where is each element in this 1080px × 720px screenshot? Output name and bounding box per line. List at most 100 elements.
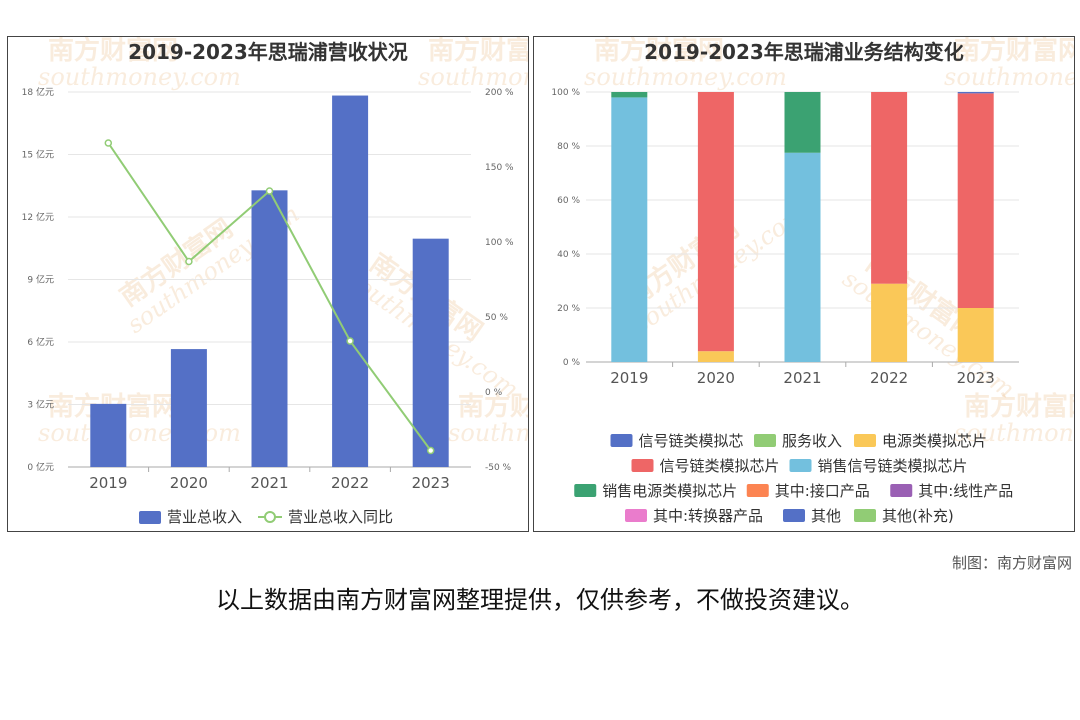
legend-swatch xyxy=(754,434,776,447)
y-right-tick-label: 200 % xyxy=(485,88,514,98)
disclaimer-text: 以上数据由南方财富网整理提供，仅供参考，不做投资建议。 xyxy=(216,586,864,614)
y-right-tick-label: 100 % xyxy=(485,238,514,248)
x-tick-label: 2021 xyxy=(783,369,821,387)
legend-label: 其中:接口产品 xyxy=(775,482,870,500)
watermark-en: southmoney.com xyxy=(954,419,1074,447)
watermark-cn: 南方财富网 xyxy=(428,37,528,66)
stacked-bar-segment xyxy=(957,308,994,362)
y-right-tick-label: 0 % xyxy=(485,388,503,398)
watermark-en: southmoney.com xyxy=(38,63,241,91)
y-tick-label: 40 % xyxy=(557,250,580,260)
legend-swatch xyxy=(746,484,769,497)
x-tick-label: 2020 xyxy=(170,474,208,492)
legend-label: 信号链类模拟芯 xyxy=(639,432,744,450)
legend-label: 信号链类模拟芯片 xyxy=(660,457,780,475)
y-tick-label: 20 % xyxy=(557,304,580,314)
point-revenue-yoy xyxy=(265,187,274,195)
bar-revenue xyxy=(251,190,288,468)
watermark-en: southmoney.com xyxy=(418,63,528,91)
chart-credit: 制图：南方财富网 xyxy=(951,554,1072,572)
watermark-en: southmoney.com xyxy=(584,63,787,91)
legend-label: 营业总收入 xyxy=(167,508,242,526)
watermark-cn: 南方财富网 xyxy=(964,391,1074,422)
y-right-tick-label: 50 % xyxy=(485,313,508,323)
legend-swatch xyxy=(625,509,647,522)
y-left-tick-label: 18 亿元 xyxy=(22,86,54,98)
y-tick-label: 60 % xyxy=(557,196,580,206)
y-left-tick-label: 0 亿元 xyxy=(27,461,54,473)
legend-swatch xyxy=(789,459,812,472)
stacked-bar-segment xyxy=(871,283,908,362)
legend-swatch xyxy=(854,509,876,522)
watermark-en: southmoney.com xyxy=(944,63,1074,91)
bar-revenue xyxy=(170,349,207,467)
legend-swatch xyxy=(890,484,913,497)
bar-revenue xyxy=(332,95,369,467)
legend-label: 电源类模拟芯片 xyxy=(882,432,987,450)
y-left-tick-label: 15 亿元 xyxy=(22,149,54,161)
bar-revenue xyxy=(412,238,449,467)
revenue-chart-panel: 南方财富网southmoney.com南方财富网southmoney.com南方… xyxy=(7,36,529,532)
y-left-tick-label: 3 亿元 xyxy=(27,399,54,411)
watermark-cn: 南方财富网 xyxy=(594,37,724,66)
x-tick-label: 2020 xyxy=(697,369,735,387)
revenue-chart: 南方财富网southmoney.com南方财富网southmoney.com南方… xyxy=(22,37,528,526)
point-revenue-yoy xyxy=(104,139,113,147)
x-tick-label: 2022 xyxy=(870,369,908,387)
legend-swatch xyxy=(610,434,633,447)
watermark-en: southmoney.com xyxy=(38,419,241,447)
legend-swatch xyxy=(854,434,876,447)
point-revenue-yoy xyxy=(426,446,435,455)
x-tick-label: 2023 xyxy=(957,369,995,387)
y-tick-label: 100 % xyxy=(551,88,580,98)
x-tick-label: 2023 xyxy=(412,474,450,492)
y-left-tick-label: 6 亿元 xyxy=(27,336,54,348)
structure-chart-panel: 南方财富网southmoney.com南方财富网southmoney.com南方… xyxy=(533,36,1075,532)
structure-chart: 南方财富网southmoney.com南方财富网southmoney.com南方… xyxy=(551,37,1074,525)
y-tick-label: 0 % xyxy=(563,358,581,368)
legend-swatch-yoy-marker xyxy=(264,511,276,523)
chart-title: 2019-2023年思瑞浦业务结构变化 xyxy=(644,40,964,64)
legend-label: 其中:转换器产品 xyxy=(653,507,763,525)
watermark-cn: 南方财富网 xyxy=(458,391,528,422)
x-tick-label: 2022 xyxy=(331,474,369,492)
y-left-tick-label: 12 亿元 xyxy=(22,211,54,223)
legend-swatch xyxy=(783,509,805,522)
stacked-bar-segment xyxy=(784,92,821,153)
stacked-bar-segment xyxy=(871,92,908,284)
stacked-bar-segment xyxy=(697,351,734,362)
point-revenue-yoy xyxy=(346,337,354,345)
watermark-cn: 南方财富网 xyxy=(48,37,178,66)
stacked-bar-segment xyxy=(784,152,821,362)
x-tick-label: 2019 xyxy=(89,474,127,492)
legend-label: 销售信号链类模拟芯片 xyxy=(818,457,968,475)
stacked-bar-segment xyxy=(611,92,648,98)
legend-label: 其他 xyxy=(811,507,841,525)
x-tick-label: 2021 xyxy=(250,474,288,492)
y-right-tick-label: 150 % xyxy=(485,163,514,173)
legend-label: 其他(补充) xyxy=(882,507,954,525)
chart-title: 2019-2023年思瑞浦营收状况 xyxy=(128,40,408,64)
legend-label: 服务收入 xyxy=(782,432,842,450)
y-left-tick-label: 9 亿元 xyxy=(27,274,54,286)
y-tick-label: 80 % xyxy=(557,142,580,152)
legend-label: 销售电源类模拟芯片 xyxy=(602,482,737,500)
legend-swatch-revenue xyxy=(139,511,161,524)
bar-revenue xyxy=(90,403,127,467)
legend-swatch xyxy=(631,459,654,472)
stacked-bar-segment xyxy=(611,97,648,363)
x-tick-label: 2019 xyxy=(610,369,648,387)
point-revenue-yoy xyxy=(185,257,193,266)
legend-label: 其中:线性产品 xyxy=(918,482,1013,500)
y-right-tick-label: -50 % xyxy=(485,463,512,473)
legend-swatch xyxy=(574,484,597,497)
stacked-bar-segment xyxy=(957,92,994,94)
stacked-bar-segment xyxy=(957,93,994,308)
